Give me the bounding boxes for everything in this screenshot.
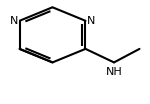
Text: NH: NH: [106, 67, 122, 77]
Text: N: N: [10, 16, 18, 26]
Text: N: N: [87, 16, 95, 26]
